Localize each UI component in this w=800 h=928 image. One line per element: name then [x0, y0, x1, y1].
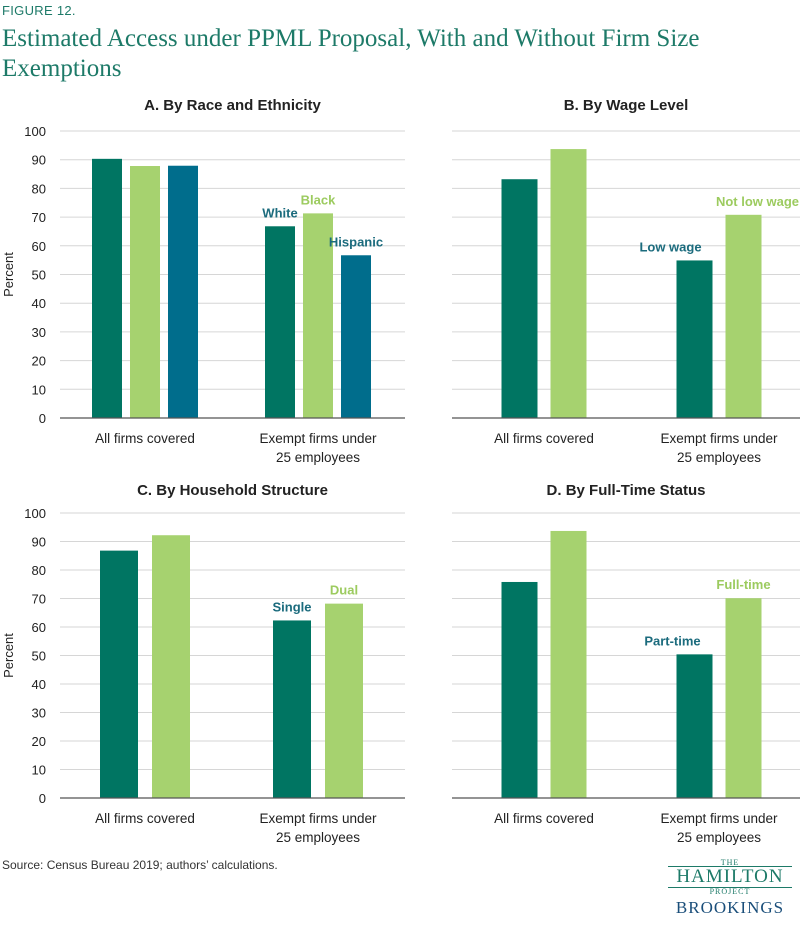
- category-label: All firms covered: [95, 431, 195, 446]
- logo-brookings: BROOKINGS: [675, 898, 785, 917]
- figure-title: Estimated Access under PPML Proposal, Wi…: [2, 25, 700, 82]
- bar: [550, 530, 587, 798]
- y-tick-label: 30: [32, 706, 46, 721]
- y-tick-label: 60: [32, 239, 46, 254]
- y-tick-label: 90: [32, 153, 46, 168]
- bar: [501, 581, 538, 798]
- bar: [676, 260, 713, 418]
- category-label: Exempt firms under: [660, 811, 778, 826]
- y-tick-label: 60: [32, 620, 46, 635]
- category-label: All firms covered: [494, 431, 594, 446]
- bar: [676, 654, 713, 798]
- bar: [303, 213, 333, 418]
- logo-hamilton: HAMILTON: [668, 866, 792, 888]
- panel-title: B. By Wage Level: [564, 97, 688, 114]
- bar: [168, 165, 198, 418]
- y-tick-label: 50: [32, 649, 46, 664]
- series-label: Single: [272, 599, 311, 614]
- y-tick-label: 70: [32, 592, 46, 607]
- category-label: 25 employees: [276, 450, 360, 465]
- bar: [273, 620, 311, 798]
- category-label: All firms covered: [494, 811, 594, 826]
- category-label: 25 employees: [677, 450, 761, 465]
- bar: [501, 179, 538, 418]
- y-tick-label: 20: [32, 354, 46, 369]
- series-label: Not low wage: [716, 194, 799, 209]
- y-tick-label: 10: [32, 382, 46, 397]
- figure-label: FIGURE 12.: [2, 3, 76, 18]
- panel-title: D. By Full-Time Status: [547, 482, 706, 499]
- logo-project: PROJECT: [709, 887, 751, 896]
- series-label: Hispanic: [329, 234, 383, 249]
- category-label: Exempt firms under: [259, 431, 377, 446]
- y-tick-label: 30: [32, 325, 46, 340]
- series-label: Full-time: [716, 577, 770, 592]
- y-axis-label: Percent: [1, 252, 16, 297]
- y-tick-label: 50: [32, 268, 46, 283]
- y-tick-label: 80: [32, 563, 46, 578]
- bar: [725, 598, 762, 798]
- y-axis-label: Percent: [1, 633, 16, 678]
- category-label: All firms covered: [95, 811, 195, 826]
- series-label: Part-time: [644, 633, 700, 648]
- series-label: White: [262, 205, 297, 220]
- y-tick-label: 70: [32, 210, 46, 225]
- bar: [341, 255, 371, 418]
- category-label: 25 employees: [677, 830, 761, 845]
- y-tick-label: 10: [32, 763, 46, 778]
- panel-title: A. By Race and Ethnicity: [144, 97, 321, 114]
- bar: [100, 550, 138, 798]
- bar: [92, 158, 122, 419]
- bar: [325, 603, 363, 798]
- bar: [550, 149, 587, 418]
- y-tick-label: 40: [32, 677, 46, 692]
- series-label: Dual: [330, 583, 358, 598]
- series-label: Low wage: [639, 239, 701, 254]
- y-tick-label: 0: [39, 411, 46, 426]
- y-tick-label: 20: [32, 734, 46, 749]
- bar: [130, 166, 160, 418]
- category-label: 25 employees: [276, 830, 360, 845]
- y-tick-label: 100: [24, 506, 46, 521]
- y-tick-label: 40: [32, 296, 46, 311]
- hamilton-brookings-logo: THE HAMILTON PROJECT BROOKINGS: [662, 858, 798, 920]
- logo-the: THE: [720, 858, 740, 867]
- y-tick-label: 90: [32, 535, 46, 550]
- bar: [725, 214, 762, 418]
- category-label: Exempt firms under: [660, 431, 778, 446]
- panel-title: C. By Household Structure: [137, 482, 328, 499]
- source-note: Source: Census Bureau 2019; authors’ cal…: [2, 858, 278, 872]
- y-tick-label: 100: [24, 124, 46, 139]
- y-tick-label: 0: [39, 791, 46, 806]
- series-label: Black: [301, 192, 336, 207]
- bar: [152, 535, 190, 798]
- y-tick-label: 80: [32, 181, 46, 196]
- bar: [265, 226, 295, 418]
- category-label: Exempt firms under: [259, 811, 377, 826]
